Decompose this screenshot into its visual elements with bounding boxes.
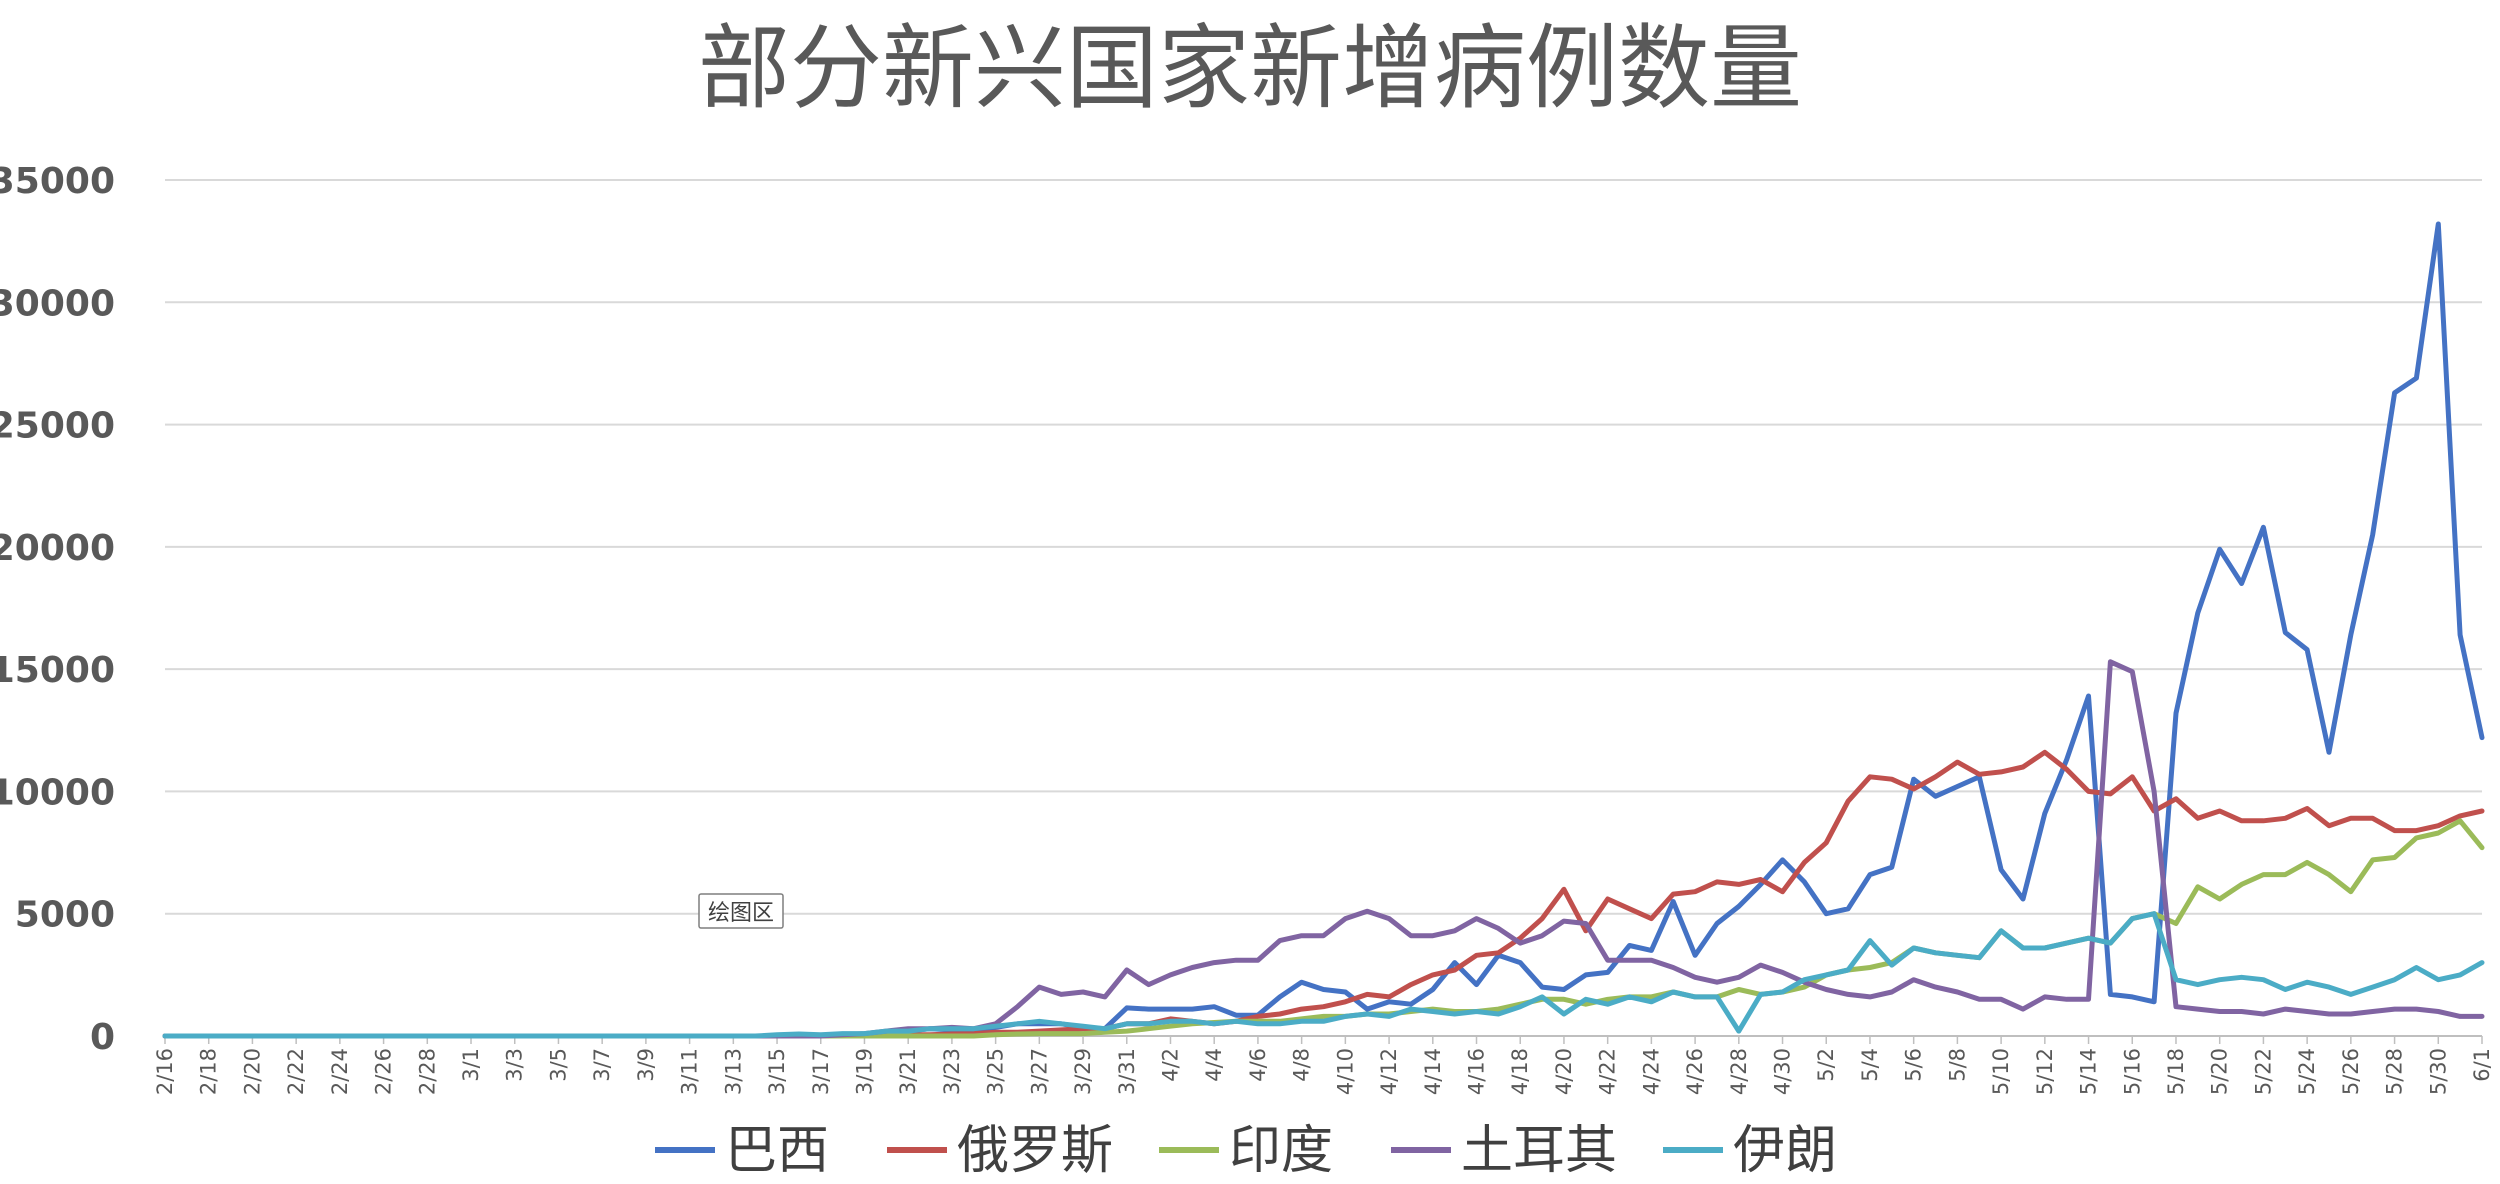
x-tick-label: 5/24 (2295, 1048, 2319, 1095)
x-tick-label: 3/15 (765, 1048, 789, 1095)
legend: 巴西 俄罗斯 印度 土耳其 伊朗 (655, 1121, 1837, 1181)
x-tick-label: 5/30 (2426, 1048, 2450, 1095)
x-tick-label: 4/14 (1421, 1048, 1445, 1095)
legend-item: 巴西 (655, 1121, 829, 1181)
x-tick-label: 5/18 (2164, 1048, 2188, 1095)
x-tick-label: 5/26 (2339, 1048, 2363, 1095)
series-line-俄罗斯 (162, 749, 2485, 1039)
x-tick-label: 3/31 (1115, 1048, 1139, 1095)
y-tick-label: 5000 (15, 895, 115, 936)
x-tick-label: 3/27 (1027, 1048, 1051, 1095)
x-tick-label: 4/12 (1377, 1048, 1401, 1095)
tooltip-box (698, 893, 784, 929)
x-tick-label: 4/30 (1771, 1048, 1795, 1095)
x-tick-label: 5/12 (2033, 1048, 2057, 1095)
x-tick-label: 3/13 (721, 1048, 745, 1095)
x-tick-label: 5/10 (1989, 1048, 2013, 1095)
y-tick-label: 20000 (0, 528, 115, 569)
x-axis-ticks: 2/16 2/18 2/20 2/22 2/24 2/26 2/28 3/1 3/3 3/5 3/7… (153, 1036, 2494, 1095)
x-tick-label: 6/1 (2470, 1048, 2494, 1082)
y-tick-label: 25000 (0, 406, 115, 447)
y-tick-label: 0 (90, 1017, 115, 1058)
legend-label: 巴西 (725, 1121, 829, 1181)
legend-label: 伊朗 (1733, 1121, 1837, 1181)
y-axis-ticks: 0 5000 10000 15000 20000 25000 30000 35000 (0, 161, 115, 1058)
x-tick-label: 3/7 (590, 1048, 614, 1082)
x-tick-label: 4/8 (1290, 1048, 1314, 1082)
x-tick-label: 4/28 (1727, 1048, 1751, 1095)
x-tick-label: 4/24 (1639, 1048, 1663, 1095)
x-tick-label: 5/6 (1902, 1048, 1926, 1082)
x-tick-label: 5/4 (1858, 1048, 1882, 1082)
x-tick-label: 3/9 (634, 1048, 658, 1082)
x-tick-label: 5/20 (2208, 1048, 2232, 1095)
x-tick-label: 2/18 (197, 1048, 221, 1095)
x-tick-label: 5/2 (1814, 1048, 1838, 1082)
x-tick-label: 5/14 (2077, 1048, 2101, 1095)
y-tick-label: 10000 (0, 772, 115, 813)
x-tick-label: 4/26 (1683, 1048, 1707, 1095)
legend-item: 印度 (1159, 1121, 1333, 1181)
x-tick-label: 3/5 (546, 1048, 570, 1082)
x-tick-label: 3/21 (896, 1048, 920, 1095)
y-tick-label: 35000 (0, 161, 115, 202)
x-tick-label: 3/1 (459, 1048, 483, 1082)
x-tick-label: 3/3 (503, 1048, 527, 1082)
x-tick-label: 5/8 (1945, 1048, 1969, 1082)
x-tick-label: 3/17 (809, 1048, 833, 1095)
x-tick-label: 2/22 (284, 1048, 308, 1095)
x-tick-label: 4/4 (1202, 1048, 1226, 1082)
series-line-伊朗 (162, 911, 2485, 1039)
x-tick-label: 3/11 (678, 1048, 702, 1095)
x-tick-label: 2/20 (240, 1048, 264, 1095)
x-tick-label: 4/6 (1246, 1048, 1270, 1082)
x-tick-label: 2/24 (328, 1048, 352, 1095)
x-tick-label: 3/29 (1071, 1048, 1095, 1095)
y-tick-label: 15000 (0, 650, 115, 691)
x-tick-label: 4/2 (1158, 1048, 1182, 1082)
series-lines (162, 221, 2485, 1039)
x-tick-label: 5/22 (2251, 1048, 2275, 1095)
x-tick-label: 4/16 (1465, 1048, 1489, 1095)
series-line-土耳其 (162, 659, 2485, 1039)
gridlines (165, 179, 2482, 1037)
tooltip-label: 绘图区 (708, 901, 774, 926)
x-tick-label: 3/25 (984, 1048, 1008, 1095)
x-tick-label: 3/23 (940, 1048, 964, 1095)
plot-area-tooltip: 绘图区 (698, 893, 784, 929)
x-tick-label: 3/19 (852, 1048, 876, 1095)
x-tick-label: 4/10 (1333, 1048, 1357, 1095)
x-tick-label: 2/28 (415, 1048, 439, 1095)
legend-item: 俄罗斯 (887, 1121, 1113, 1181)
x-tick-label: 5/16 (2120, 1048, 2144, 1095)
x-tick-label: 4/20 (1552, 1048, 1576, 1095)
legend-label: 印度 (1229, 1121, 1333, 1181)
x-tick-label: 4/18 (1508, 1048, 1532, 1095)
legend-item: 土耳其 (1391, 1121, 1617, 1181)
legend-label: 土耳其 (1461, 1121, 1617, 1181)
x-tick-label: 4/22 (1596, 1048, 1620, 1095)
chart-title: 部分新兴国家新增病例数量 (698, 15, 1802, 122)
y-tick-label: 30000 (0, 283, 115, 324)
legend-item: 伊朗 (1663, 1121, 1837, 1181)
legend-label: 俄罗斯 (957, 1121, 1113, 1181)
x-tick-label: 2/26 (372, 1048, 396, 1095)
x-tick-label: 5/28 (2383, 1048, 2407, 1095)
x-tick-label: 2/16 (153, 1048, 177, 1095)
series-line-印度 (162, 818, 2485, 1039)
